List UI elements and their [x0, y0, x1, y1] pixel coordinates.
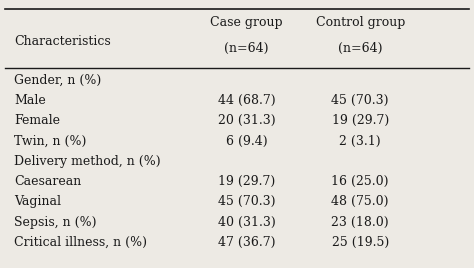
Text: 44 (68.7): 44 (68.7): [218, 94, 275, 107]
Text: (n=64): (n=64): [338, 42, 383, 55]
Text: 23 (18.0): 23 (18.0): [331, 215, 389, 229]
Text: 20 (31.3): 20 (31.3): [218, 114, 275, 127]
Text: 16 (25.0): 16 (25.0): [331, 175, 389, 188]
Text: Twin, n (%): Twin, n (%): [14, 135, 87, 148]
Text: Male: Male: [14, 94, 46, 107]
Text: (n=64): (n=64): [224, 42, 269, 55]
Text: Characteristics: Characteristics: [14, 35, 111, 48]
Text: 2 (3.1): 2 (3.1): [339, 135, 381, 148]
Text: Control group: Control group: [316, 16, 405, 29]
Text: Critical illness, n (%): Critical illness, n (%): [14, 236, 147, 249]
Text: Sepsis, n (%): Sepsis, n (%): [14, 215, 97, 229]
Text: Case group: Case group: [210, 16, 283, 29]
Text: Gender, n (%): Gender, n (%): [14, 74, 101, 87]
Text: 40 (31.3): 40 (31.3): [218, 215, 275, 229]
Text: 6 (9.4): 6 (9.4): [226, 135, 267, 148]
Text: 47 (36.7): 47 (36.7): [218, 236, 275, 249]
Text: 19 (29.7): 19 (29.7): [332, 114, 389, 127]
Text: 45 (70.3): 45 (70.3): [218, 195, 275, 208]
Text: 48 (75.0): 48 (75.0): [331, 195, 389, 208]
Text: 25 (19.5): 25 (19.5): [332, 236, 389, 249]
Text: 19 (29.7): 19 (29.7): [218, 175, 275, 188]
Text: Delivery method, n (%): Delivery method, n (%): [14, 155, 161, 168]
Text: Caesarean: Caesarean: [14, 175, 82, 188]
Text: Female: Female: [14, 114, 60, 127]
Text: Vaginal: Vaginal: [14, 195, 61, 208]
Text: 45 (70.3): 45 (70.3): [331, 94, 389, 107]
